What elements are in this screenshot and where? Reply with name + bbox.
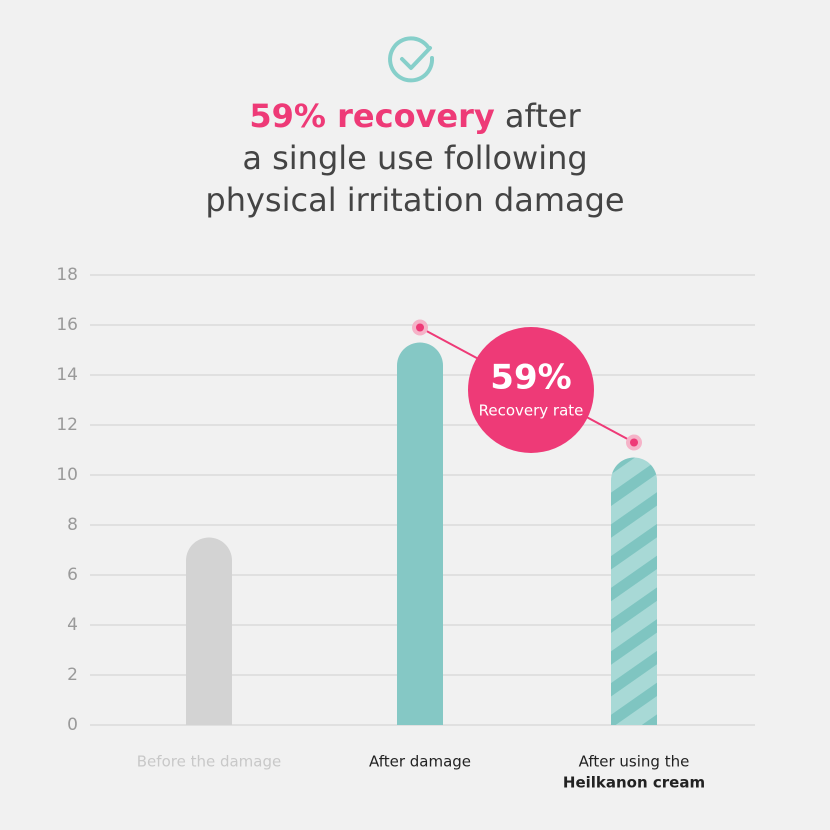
x-tick-label: After using the [579, 753, 690, 771]
y-tick-label: 8 [67, 515, 78, 535]
y-tick-label: 16 [56, 315, 78, 335]
title-line3: physical irritation damage [205, 181, 624, 219]
y-tick-label: 12 [56, 415, 78, 435]
y-tick-label: 2 [67, 665, 78, 685]
y-tick-label: 0 [67, 715, 78, 735]
title-line2: a single use following [242, 139, 587, 177]
y-tick-label: 18 [56, 265, 78, 285]
bars-group: Before the damage After damage After using… [137, 342, 705, 792]
badge-label: Recovery rate [479, 402, 584, 420]
badge-circle [468, 327, 594, 453]
bar [611, 457, 657, 725]
x-tick-label: Before the damage [137, 753, 281, 771]
bar [397, 342, 443, 725]
y-tick-label: 4 [67, 615, 78, 635]
badge-group: 59% Recovery rate [412, 319, 642, 453]
y-tick-label: 14 [56, 365, 78, 385]
bar [186, 537, 233, 725]
title-rest: after [495, 97, 582, 135]
badge-value: 59% [490, 358, 571, 398]
connector-dot [416, 323, 424, 332]
title-highlight: 59% recovery [249, 97, 495, 135]
x-tick-label-line2: Heilkanon cream [563, 774, 705, 792]
title-line1: 59% recovery after [249, 97, 581, 135]
x-tick-label: After damage [369, 753, 471, 771]
check-icon [388, 36, 435, 83]
y-tick-label: 10 [56, 465, 78, 485]
connector-dot [630, 438, 638, 447]
y-tick-label: 6 [67, 565, 78, 585]
